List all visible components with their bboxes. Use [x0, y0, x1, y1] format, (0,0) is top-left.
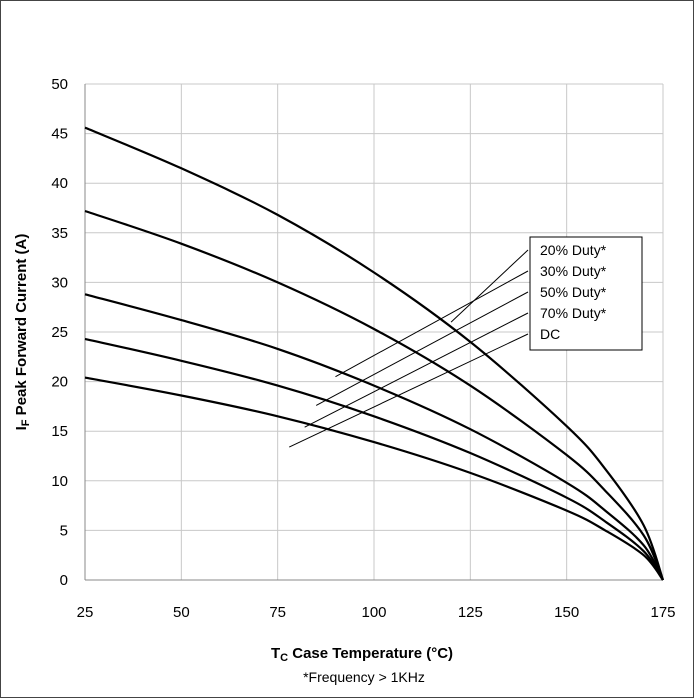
y-tick-label: 30 — [51, 274, 68, 291]
y-tick-label: 10 — [51, 473, 68, 490]
series-line-1 — [84, 209, 665, 581]
legend-item-2: 50% Duty* — [540, 284, 607, 300]
y-axis-ticks: 0 5 10 15 20 25 30 35 40 45 50 — [51, 76, 68, 589]
legend-item-3: 70% Duty* — [540, 305, 607, 321]
legend-item-4: DC — [540, 326, 560, 342]
legend-box — [529, 236, 643, 351]
x-axis-ticks: 25 50 75 100 125 150 175 — [77, 604, 676, 621]
y-tick-label: 35 — [51, 225, 68, 242]
x-tick-label: 75 — [269, 604, 286, 621]
series-line-3 — [84, 337, 664, 581]
series-line-2 — [84, 293, 664, 581]
y-tick-label: 25 — [51, 324, 68, 341]
x-tick-label: 50 — [173, 604, 190, 621]
legend-item-1: 30% Duty* — [540, 263, 607, 279]
legend-leader-3 — [304, 312, 529, 428]
footnote: *Frequency > 1KHz — [303, 669, 425, 685]
grid — [84, 83, 664, 581]
legend-leader-1 — [335, 270, 529, 378]
y-tick-label: 5 — [60, 522, 68, 539]
x-tick-label: 175 — [650, 604, 675, 621]
legend-leader-2 — [315, 291, 529, 406]
legend-leaders — [289, 249, 529, 448]
curves — [84, 126, 665, 581]
x-tick-label: 25 — [77, 604, 94, 621]
series-line-4 — [84, 376, 664, 581]
y-tick-label: 20 — [51, 374, 68, 391]
y-tick-label: 15 — [51, 423, 68, 440]
series-line-0 — [84, 126, 665, 581]
y-axis-title: IF Peak Forward Current (A) — [13, 234, 32, 431]
y-tick-label: 0 — [60, 572, 68, 589]
x-tick-label: 150 — [554, 604, 579, 621]
x-tick-label: 100 — [361, 604, 386, 621]
legend-leader-0 — [450, 249, 529, 323]
legend-leader-4 — [289, 333, 529, 448]
x-tick-label: 125 — [458, 604, 483, 621]
legend: 20% Duty* 30% Duty* 50% Duty* 70% Duty* DC — [529, 236, 643, 351]
y-tick-label: 50 — [51, 76, 68, 93]
legend-item-0: 20% Duty* — [540, 242, 607, 258]
y-tick-label: 40 — [51, 175, 68, 192]
y-tick-label: 45 — [51, 126, 68, 143]
x-axis-title: TC Case Temperature (°C) — [271, 645, 453, 664]
